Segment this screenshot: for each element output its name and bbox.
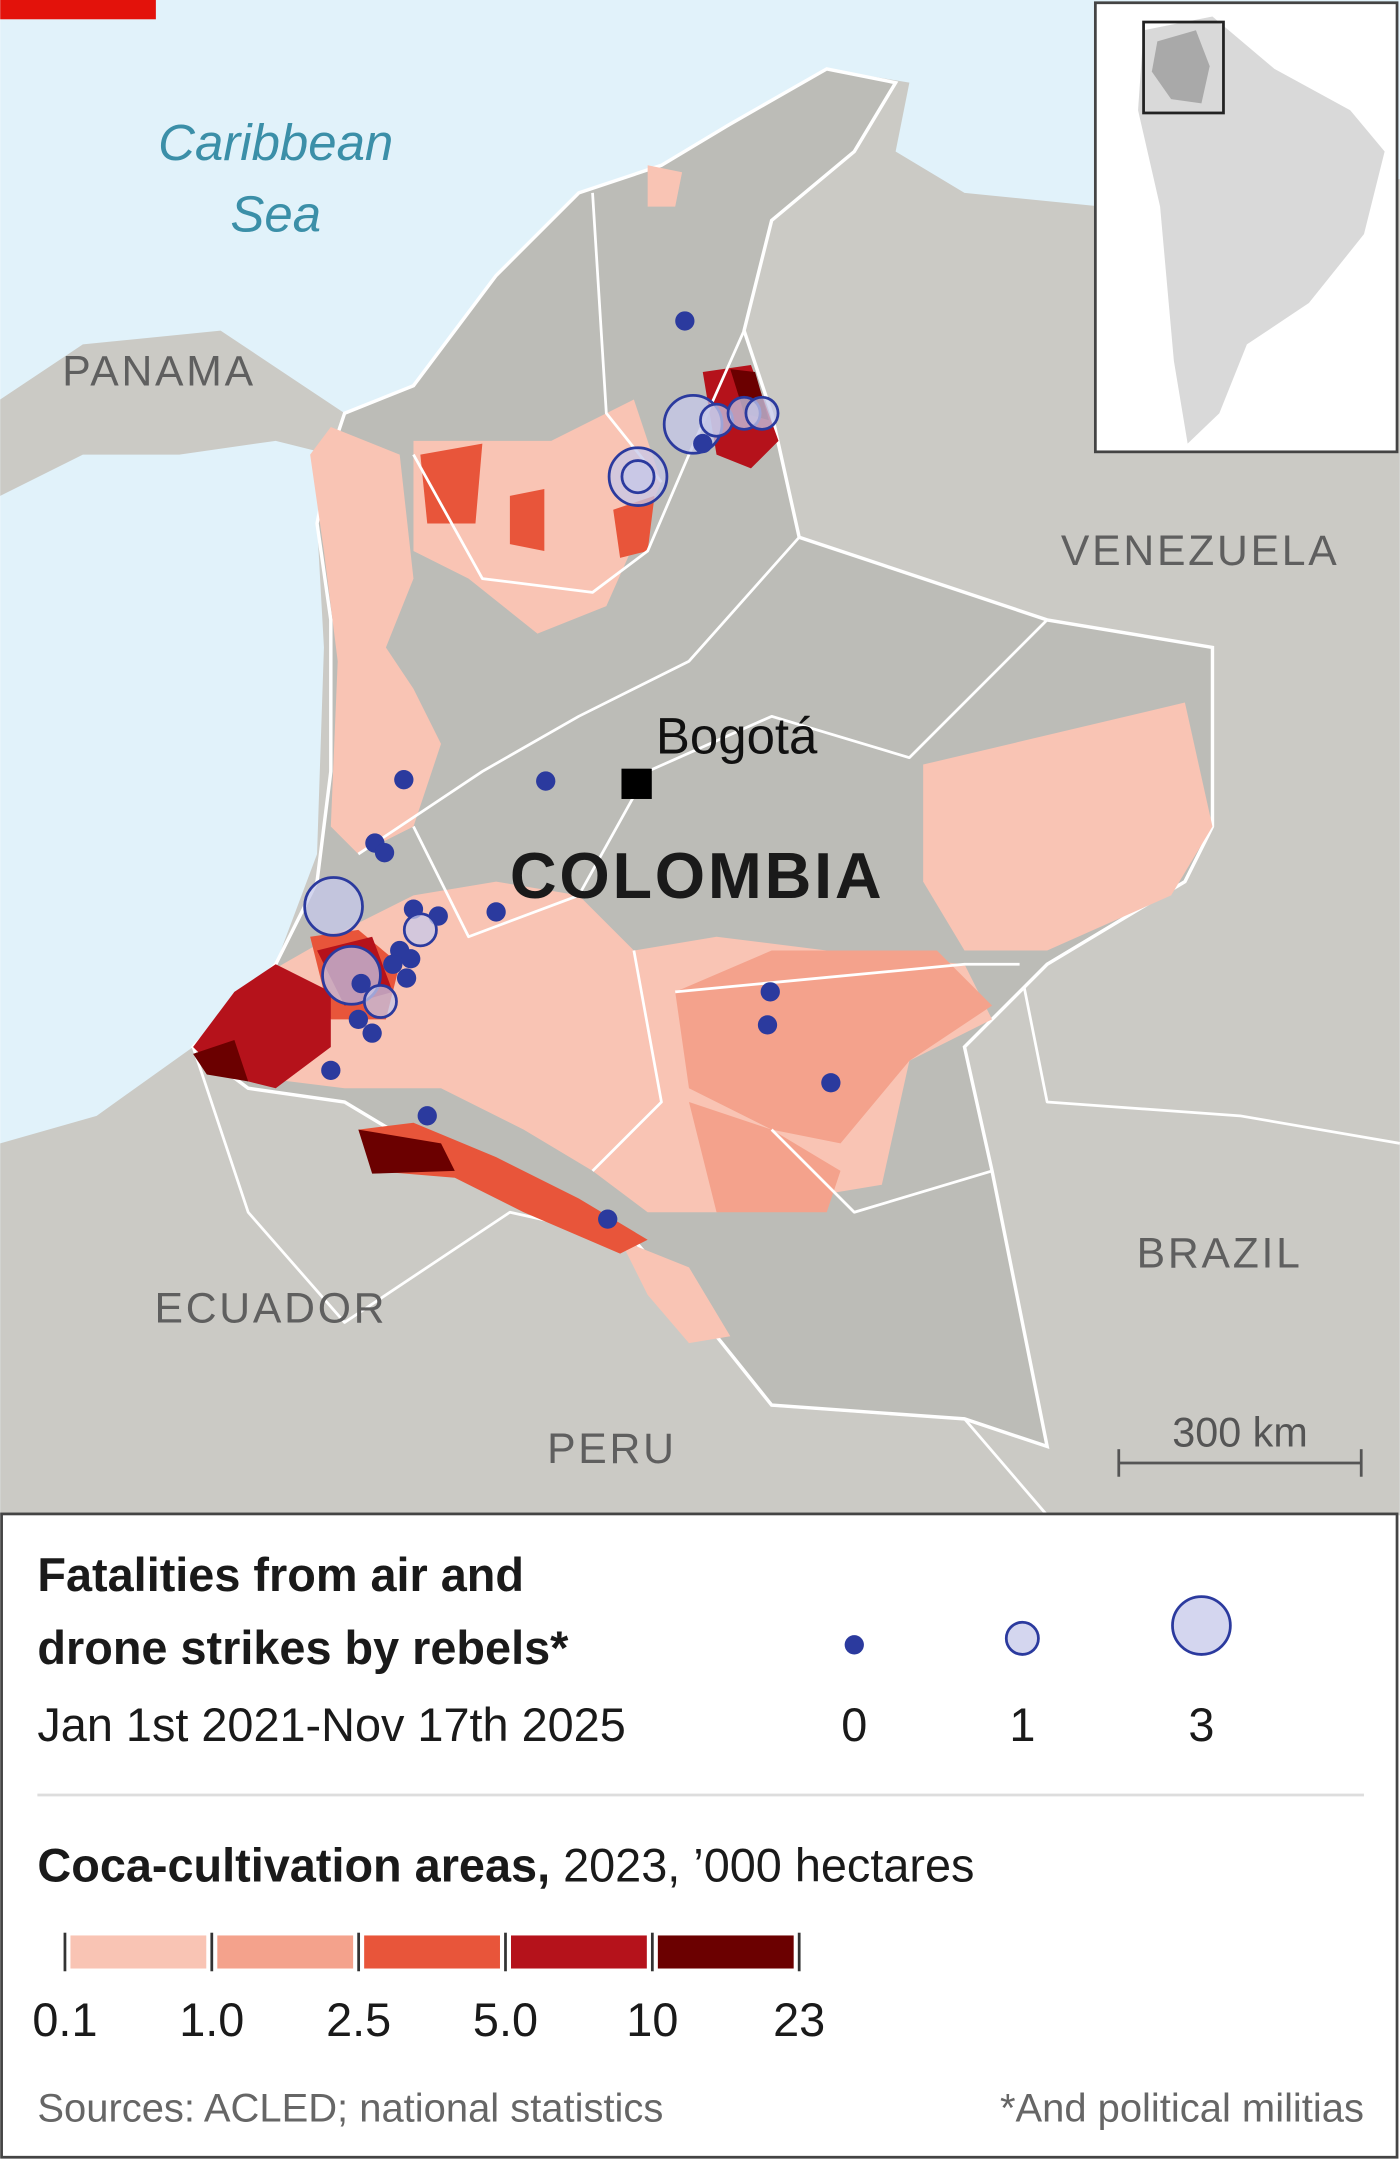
coca-title-bold: Coca-cultivation areas, bbox=[37, 1840, 550, 1892]
strike-point bbox=[417, 1106, 437, 1126]
sources: Sources: ACLED; national statistics bbox=[37, 2086, 663, 2130]
inset-box bbox=[1142, 20, 1225, 115]
strike-point bbox=[303, 876, 364, 937]
size-swatch bbox=[1004, 1620, 1040, 1656]
coca-title-rest: 2023, ’000 hectares bbox=[550, 1840, 974, 1892]
color-swatch bbox=[510, 1935, 647, 1969]
tick-label: 2.5 bbox=[326, 1994, 391, 2046]
strike-point bbox=[362, 984, 398, 1019]
strike-point bbox=[620, 459, 656, 495]
strike-point bbox=[744, 395, 780, 431]
tick-label: 10 bbox=[626, 1994, 678, 2046]
legend-title: Fatalities from air and bbox=[37, 1549, 524, 1601]
strike-point bbox=[351, 973, 371, 994]
department-border bbox=[591, 950, 663, 1172]
strike-point bbox=[348, 1009, 369, 1030]
color-swatch bbox=[217, 1935, 354, 1969]
country-label: PANAMA bbox=[62, 348, 256, 396]
coca-area bbox=[310, 427, 442, 855]
department-border bbox=[357, 536, 801, 856]
size-swatch bbox=[844, 1635, 864, 1655]
strike-point bbox=[757, 1015, 778, 1035]
strike-point bbox=[486, 902, 506, 922]
legend-title: drone strikes by rebels* bbox=[37, 1622, 569, 1674]
sea-label: Caribbean bbox=[158, 114, 393, 171]
department-border bbox=[770, 1128, 993, 1214]
coca-area bbox=[420, 443, 483, 524]
country-label: ECUADOR bbox=[154, 1284, 387, 1332]
strike-point bbox=[396, 968, 417, 988]
sea-label: Sea bbox=[230, 185, 321, 242]
inset-map bbox=[1093, 1, 1399, 454]
country-name: COLOMBIA bbox=[510, 839, 884, 912]
coca-area bbox=[675, 950, 993, 1144]
coca-area bbox=[688, 1102, 841, 1213]
tick-label: 5.0 bbox=[473, 1994, 538, 2046]
strike-point bbox=[362, 1023, 382, 1043]
size-swatch bbox=[1171, 1595, 1232, 1656]
strike-point bbox=[675, 311, 695, 331]
tick-label: 1.0 bbox=[179, 1994, 244, 2046]
coca-area bbox=[923, 702, 1213, 951]
coca-area bbox=[613, 495, 655, 558]
strike-point bbox=[760, 982, 780, 1002]
coca-area bbox=[358, 1129, 455, 1174]
scale-bar: 300 km bbox=[1117, 1409, 1363, 1477]
strike-points bbox=[303, 311, 841, 1229]
color-swatch bbox=[70, 1935, 207, 1969]
tick-label: 23 bbox=[773, 1994, 825, 2046]
strike-point bbox=[383, 954, 403, 974]
inset-continent bbox=[1138, 16, 1385, 444]
country-label: PERU bbox=[547, 1425, 677, 1473]
inset-colombia bbox=[1151, 30, 1210, 104]
coca-title: Coca-cultivation areas, 2023, ’000 hecta… bbox=[37, 1840, 974, 1892]
color-swatch bbox=[364, 1935, 500, 1969]
legend-subtitle: Jan 1st 2021-Nov 17th 2025 bbox=[37, 1699, 625, 1751]
coca-area bbox=[193, 1040, 249, 1082]
strike-point bbox=[374, 843, 395, 863]
strike-point bbox=[394, 770, 414, 790]
strike-point bbox=[401, 949, 421, 969]
color-swatch bbox=[657, 1935, 794, 1969]
size-label: 3 bbox=[1188, 1699, 1214, 1751]
size-label: 0 bbox=[841, 1699, 867, 1751]
coca-area bbox=[620, 1239, 731, 1344]
country-label: BRAZIL bbox=[1137, 1229, 1303, 1277]
strike-point bbox=[598, 1209, 618, 1229]
strike-point bbox=[321, 1060, 341, 1080]
coca-area bbox=[509, 489, 545, 552]
tick-label: 0.1 bbox=[32, 1994, 97, 2046]
size-label: 1 bbox=[1009, 1699, 1035, 1751]
brand-bar bbox=[0, 0, 156, 20]
coca-legend: 0.1 1.0 2.5 5.0 10 23 bbox=[32, 1932, 825, 2046]
capital-label: Bogotá bbox=[656, 708, 818, 765]
coca-area bbox=[647, 165, 683, 207]
legend: Fatalities from air and drone strikes by… bbox=[0, 1512, 1399, 2159]
legend-frame bbox=[0, 1512, 1399, 2159]
size-legend: 0 1 3 bbox=[841, 1595, 1232, 1751]
scale-label: 300 km bbox=[1172, 1409, 1307, 1455]
capital-marker bbox=[621, 768, 652, 799]
strike-point bbox=[821, 1073, 841, 1093]
strike-point bbox=[693, 433, 713, 454]
strike-point bbox=[536, 771, 556, 791]
strike-point bbox=[402, 912, 438, 948]
footnote: *And political militias bbox=[1000, 2086, 1364, 2130]
country-label: VENEZUELA bbox=[1061, 527, 1340, 575]
